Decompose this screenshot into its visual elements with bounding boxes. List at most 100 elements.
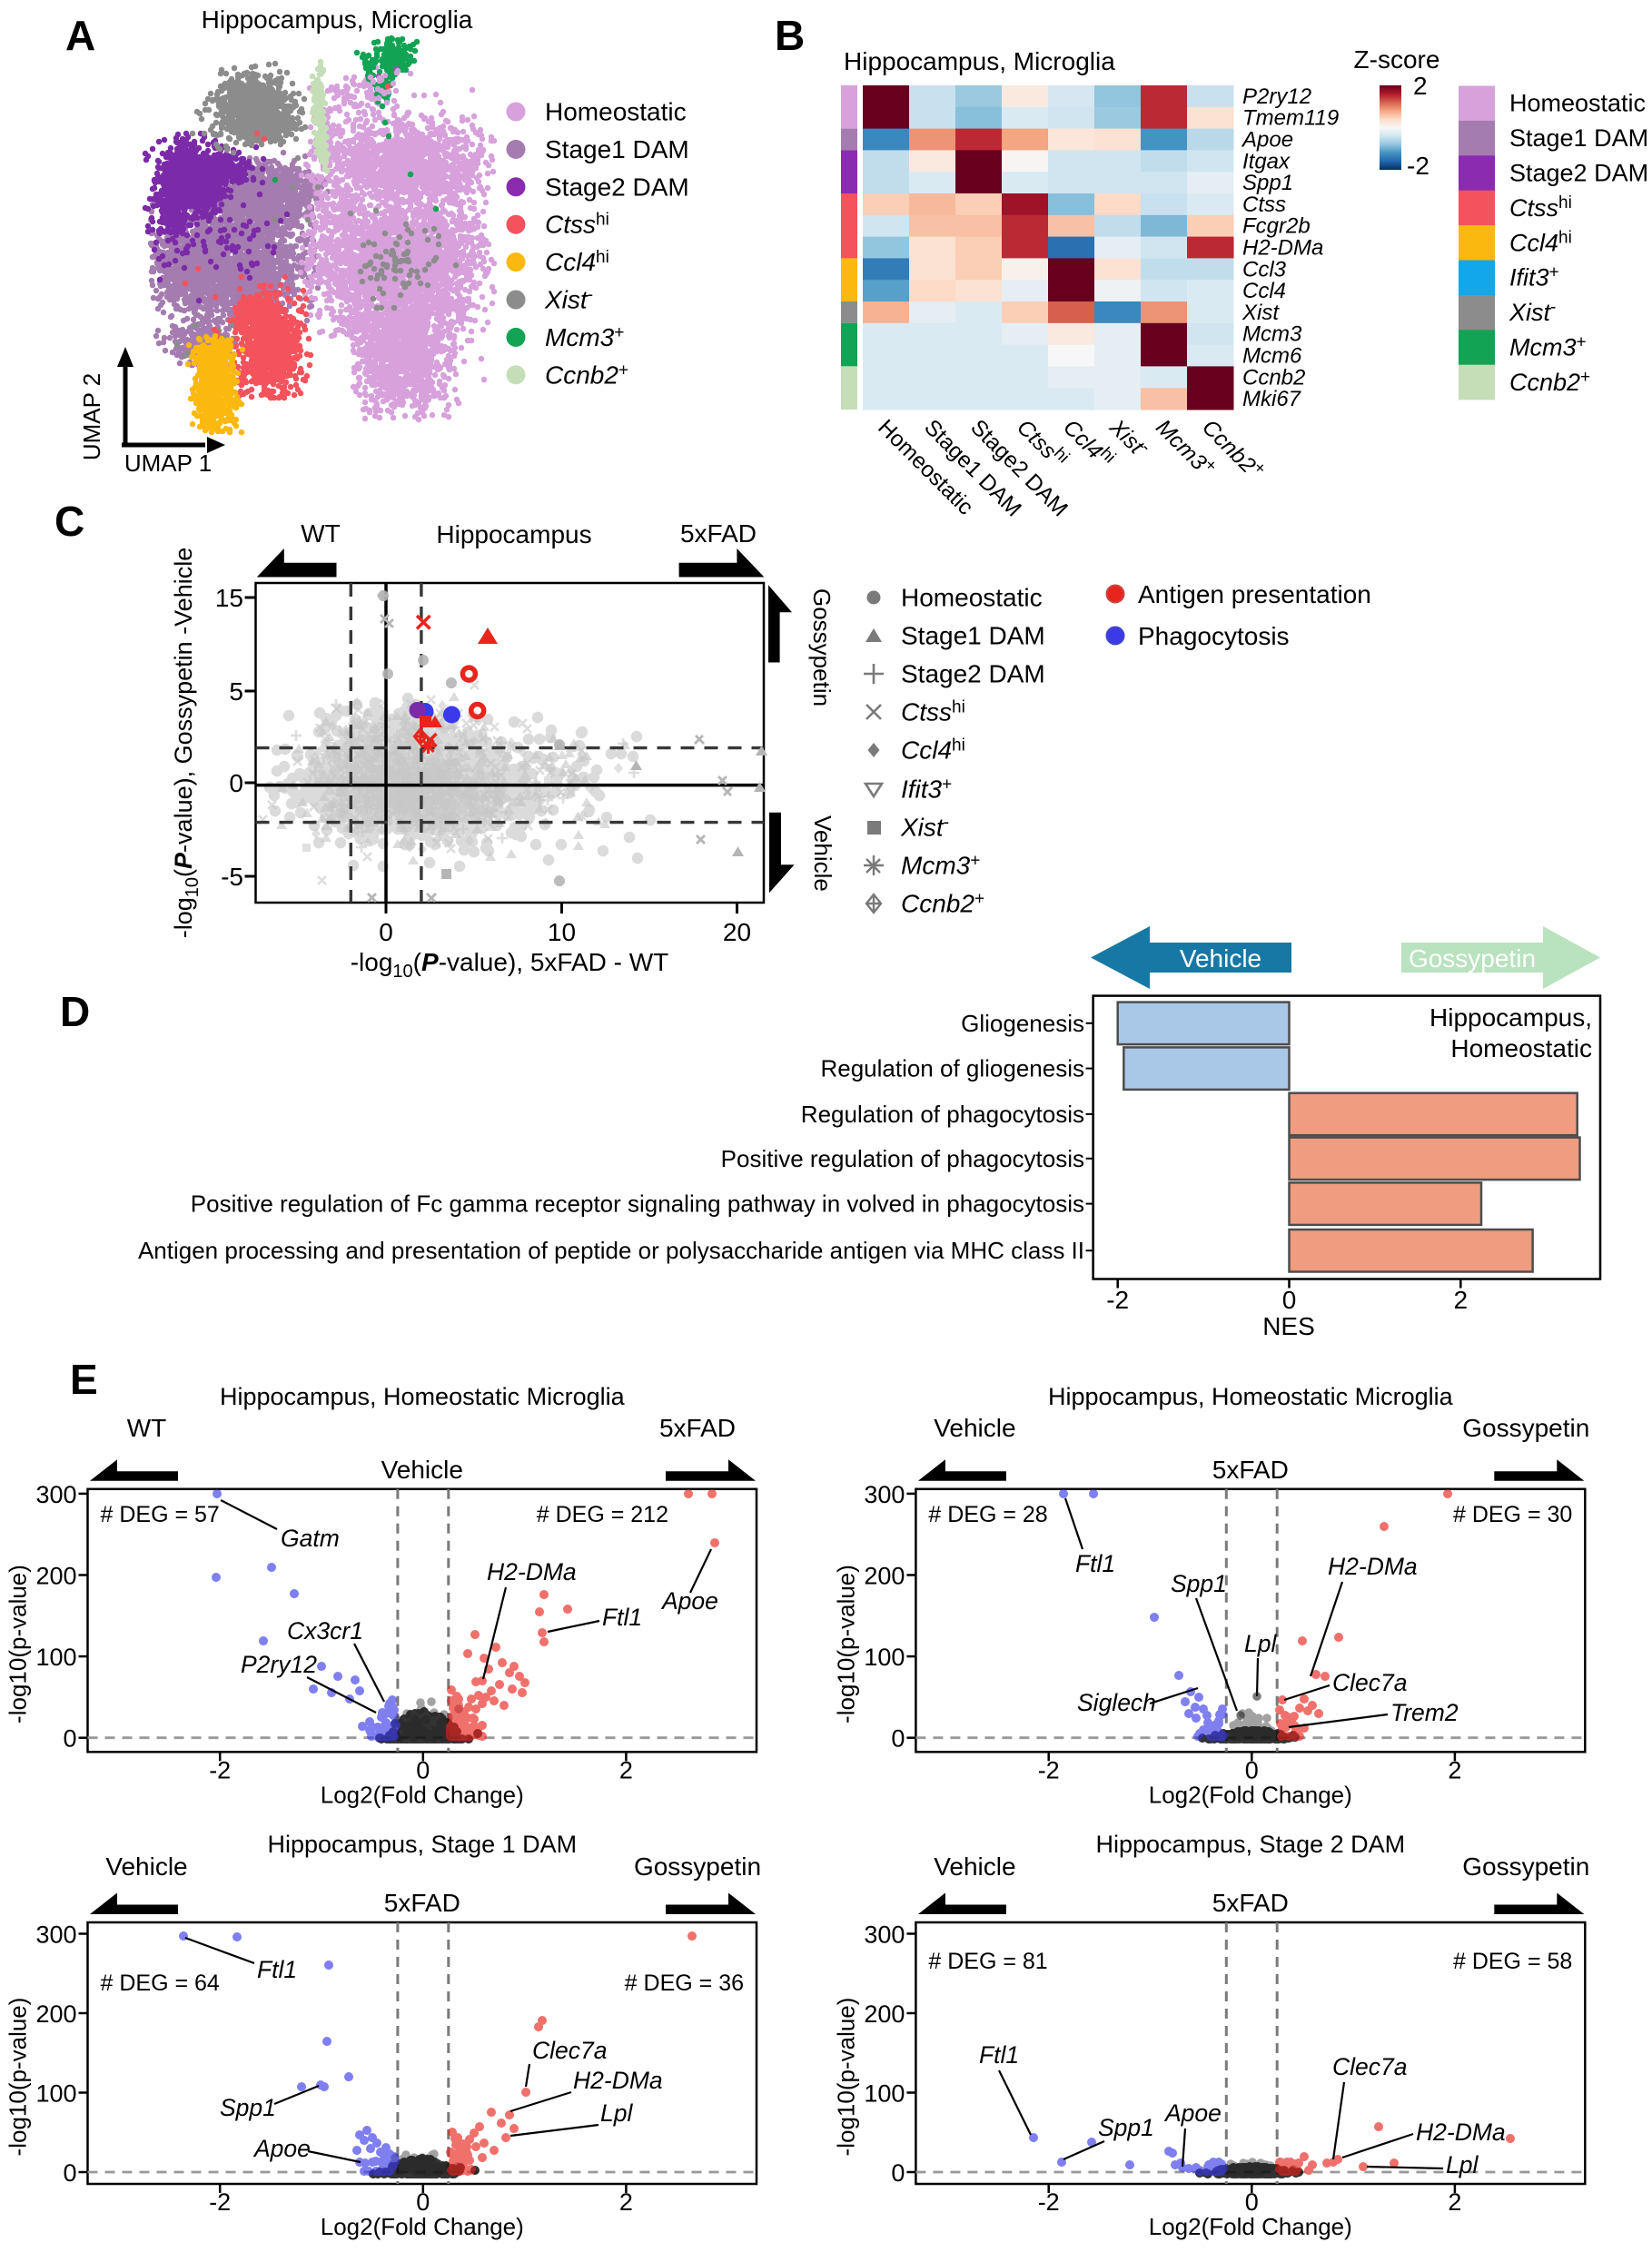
svg-text:Gossypetin: Gossypetin (1462, 1414, 1589, 1442)
svg-text:20: 20 (723, 918, 751, 946)
svg-text:WT: WT (301, 519, 341, 548)
svg-text:Gossypetin: Gossypetin (634, 1852, 761, 1881)
svg-text:0: 0 (379, 918, 393, 946)
svg-text:H2-DMa: H2-DMa (1328, 1553, 1418, 1580)
svg-text:2: 2 (1448, 2188, 1461, 2216)
svg-text:Mcm3: Mcm3 (1242, 322, 1302, 347)
svg-text:100: 100 (864, 1644, 905, 1671)
svg-text:H2-DMa: H2-DMa (573, 2067, 663, 2094)
svg-text:Trem2: Trem2 (1390, 1699, 1459, 1726)
svg-text:H2-DMa: H2-DMa (1242, 236, 1323, 261)
svg-text:Stage1 DAM: Stage1 DAM (901, 622, 1045, 650)
svg-text:Spp1: Spp1 (1171, 1570, 1227, 1597)
svg-text:B: B (775, 12, 805, 59)
svg-text:Xist-: Xist- (900, 814, 949, 842)
svg-text:# DEG = 212: # DEG = 212 (537, 1502, 668, 1527)
svg-text:2: 2 (1448, 1756, 1461, 1783)
svg-text:-2: -2 (209, 1756, 231, 1783)
svg-text:# DEG = 28: # DEG = 28 (928, 1502, 1047, 1527)
svg-text:Hippocampus, Stage 1 DAM: Hippocampus, Stage 1 DAM (267, 1831, 577, 1858)
svg-text:Gliogenesis: Gliogenesis (961, 1010, 1084, 1037)
svg-text:200: 200 (864, 1563, 905, 1590)
svg-text:Positive regulation of Fc gamm: Positive regulation of Fc gamma receptor… (191, 1190, 1084, 1218)
svg-text:Ccnb2: Ccnb2 (1242, 365, 1305, 390)
svg-text:Homeostatic: Homeostatic (545, 98, 687, 126)
svg-text:Xist-: Xist- (544, 286, 593, 314)
svg-text:-5: -5 (221, 863, 243, 891)
svg-text:Log2(Fold Change): Log2(Fold Change) (1149, 1781, 1352, 1808)
svg-text:-log10(p-value): -log10(p-value) (5, 1565, 32, 1724)
svg-text:P2ry12: P2ry12 (241, 1651, 317, 1678)
svg-text:Stage2 DAM: Stage2 DAM (901, 660, 1045, 688)
svg-text:-2: -2 (1038, 2188, 1060, 2216)
svg-text:Vehicle: Vehicle (381, 1456, 463, 1484)
svg-text:300: 300 (35, 1921, 76, 1949)
svg-text:Positive regulation of phagocy: Positive regulation of phagocytosis (721, 1145, 1084, 1172)
svg-text:0: 0 (1245, 1756, 1259, 1783)
svg-text:-2: -2 (1106, 1286, 1129, 1314)
svg-text:Hippocampus, Microglia: Hippocampus, Microglia (844, 47, 1115, 75)
svg-text:300: 300 (864, 1481, 905, 1508)
svg-text:WT: WT (127, 1414, 167, 1442)
svg-text:0: 0 (891, 1725, 905, 1753)
svg-text:5xFAD: 5xFAD (1212, 1456, 1289, 1484)
svg-text:Regulation of phagocytosis: Regulation of phagocytosis (801, 1101, 1084, 1128)
svg-text:100: 100 (35, 2080, 76, 2108)
svg-text:10: 10 (548, 918, 576, 946)
svg-text:Log2(Fold Change): Log2(Fold Change) (321, 1781, 524, 1808)
svg-text:Ftl1: Ftl1 (1075, 1550, 1115, 1577)
svg-text:# DEG = 64: # DEG = 64 (101, 1970, 220, 1996)
svg-text:Ccnb2+: Ccnb2+ (1509, 368, 1590, 396)
svg-text:Stage1 DAM: Stage1 DAM (1509, 124, 1648, 152)
svg-text:200: 200 (35, 1563, 76, 1590)
svg-text:15: 15 (215, 584, 243, 612)
svg-text:-log10(p-value): -log10(p-value) (832, 1998, 859, 2157)
svg-text:-2: -2 (1407, 152, 1429, 180)
svg-text:H2-DMa: H2-DMa (1416, 2119, 1506, 2146)
svg-text:Apoe: Apoe (1241, 128, 1293, 153)
svg-text:5xFAD: 5xFAD (680, 519, 757, 548)
svg-text:Ifit3+: Ifit3+ (1509, 263, 1559, 291)
svg-text:-log10(p-value): -log10(p-value) (5, 1998, 32, 2157)
svg-text:Vehicle: Vehicle (1180, 944, 1261, 973)
svg-text:0: 0 (891, 2159, 905, 2187)
svg-text:Vehicle: Vehicle (105, 1852, 187, 1881)
svg-text:H2-DMa: H2-DMa (487, 1558, 577, 1585)
svg-text:Apoe: Apoe (1163, 2099, 1222, 2127)
svg-text:Lpl: Lpl (1446, 2151, 1479, 2178)
svg-text:Apoe: Apoe (660, 1587, 718, 1615)
svg-text:Hippocampus, Homeostatic Micro: Hippocampus, Homeostatic Microglia (1048, 1383, 1454, 1410)
svg-text:Spp1: Spp1 (1242, 171, 1293, 195)
svg-text:Cx3cr1: Cx3cr1 (287, 1617, 363, 1645)
svg-text:Ftl1: Ftl1 (257, 1956, 297, 1983)
svg-text:A: A (65, 12, 95, 59)
svg-text:Homeostatic: Homeostatic (901, 584, 1043, 612)
svg-text:Log2(Fold Change): Log2(Fold Change) (1149, 2213, 1352, 2240)
svg-text:Antigen processing and present: Antigen processing and presentation of p… (138, 1237, 1084, 1264)
svg-text:300: 300 (864, 1921, 905, 1949)
svg-text:5xFAD: 5xFAD (659, 1414, 736, 1442)
svg-text:NES: NES (1262, 1312, 1315, 1340)
svg-text:0: 0 (1245, 2188, 1259, 2216)
svg-text:Hippocampus, Stage 2 DAM: Hippocampus, Stage 2 DAM (1095, 1831, 1405, 1858)
svg-text:Vehicle: Vehicle (934, 1414, 1015, 1442)
svg-text:Clec7a: Clec7a (1332, 1669, 1408, 1696)
svg-text:Apoe: Apoe (252, 2135, 311, 2162)
svg-text:UMAP 1: UMAP 1 (124, 449, 212, 477)
svg-text:0: 0 (416, 2188, 430, 2216)
svg-text:Itgax: Itgax (1242, 149, 1291, 173)
svg-text:0: 0 (1282, 1286, 1297, 1314)
svg-text:2: 2 (619, 1756, 633, 1783)
svg-text:5xFAD: 5xFAD (1212, 1889, 1289, 1917)
svg-text:Gossypetin: Gossypetin (1409, 944, 1536, 973)
svg-text:D: D (60, 988, 90, 1035)
svg-text:P2ry12: P2ry12 (1242, 84, 1311, 109)
svg-text:UMAP 2: UMAP 2 (78, 373, 105, 460)
svg-text:Ctss: Ctss (1242, 193, 1286, 217)
svg-text:Lpl: Lpl (1244, 1630, 1277, 1657)
svg-text:# DEG = 81: # DEG = 81 (928, 1949, 1047, 1974)
svg-text:Tmem119: Tmem119 (1242, 106, 1339, 131)
svg-text:Clec7a: Clec7a (1332, 2053, 1408, 2080)
svg-text:Log2(Fold Change): Log2(Fold Change) (321, 2213, 524, 2240)
svg-text:Lpl: Lpl (600, 2099, 633, 2127)
